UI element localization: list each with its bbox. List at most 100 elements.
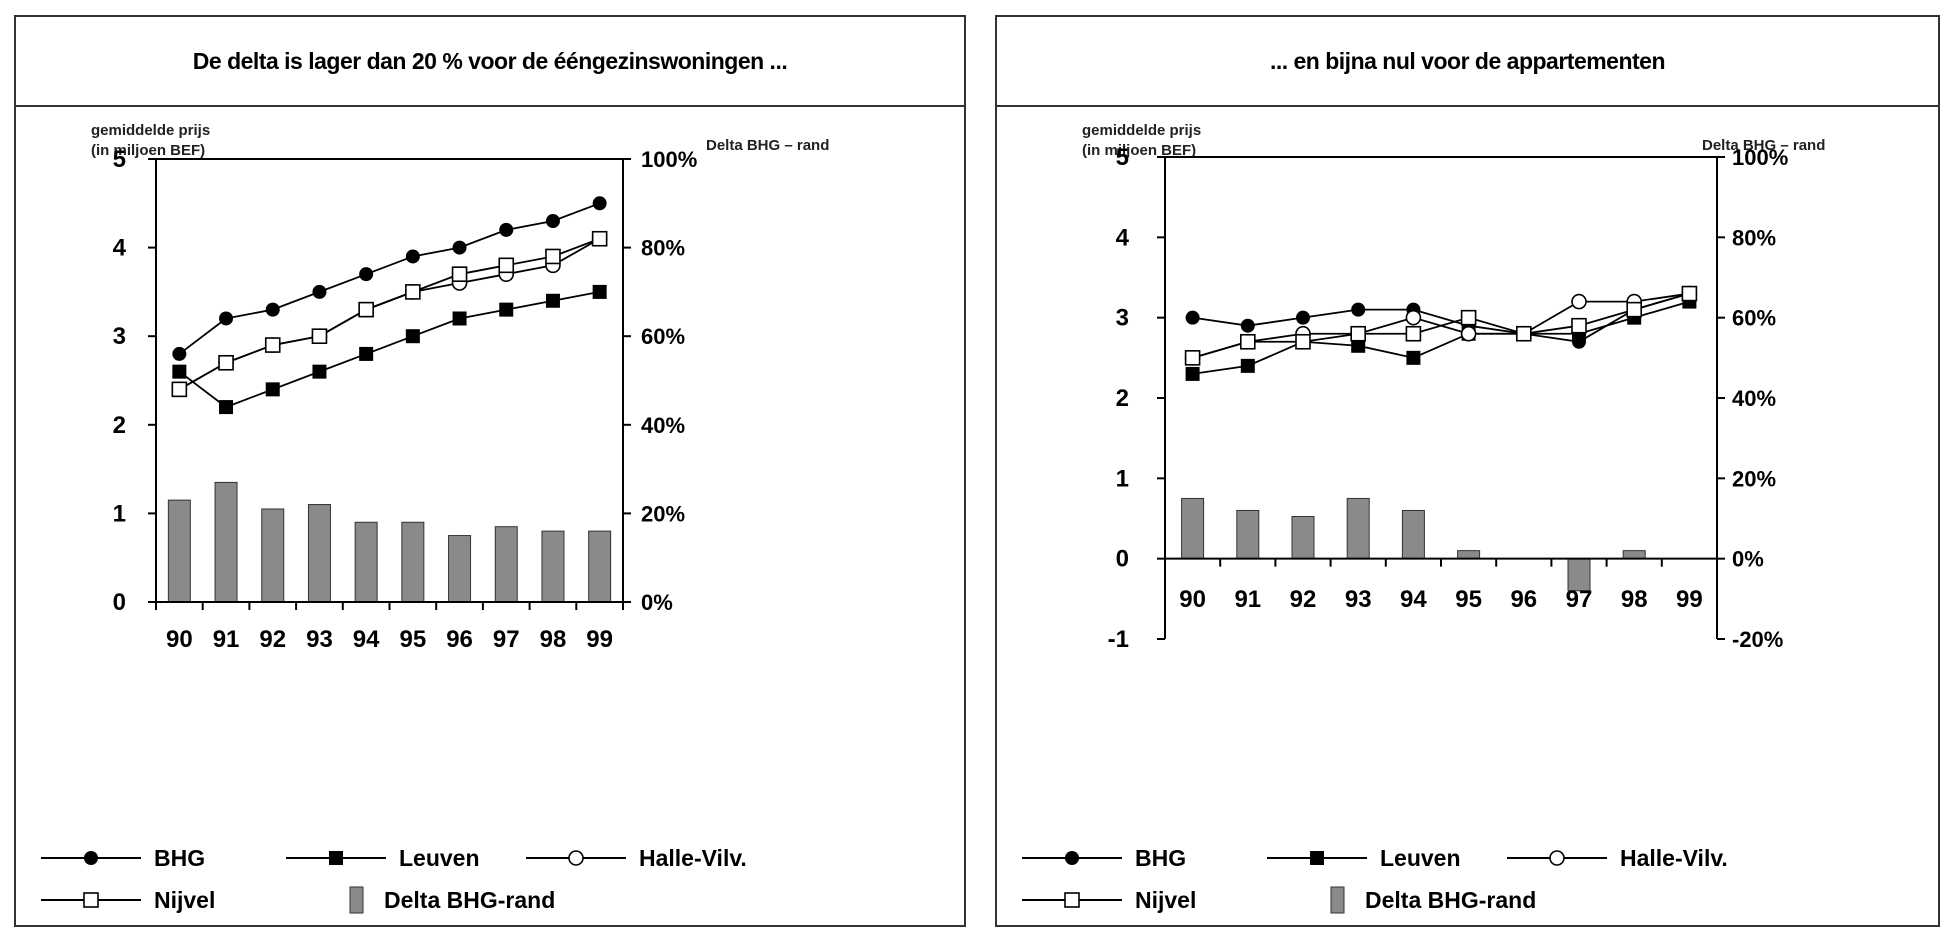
point-halle-vilv-95 (1460, 325, 1477, 342)
series-line-bhg (178, 202, 600, 355)
point-bhg-93 (1351, 302, 1366, 317)
legend-swatch-leuven (286, 851, 386, 865)
markers-nijvel (171, 230, 608, 398)
bar-delta-99 (588, 530, 612, 603)
point-bhg-90 (1185, 310, 1200, 325)
bar-delta-90 (167, 499, 191, 603)
y-tick-label: -1 (1108, 626, 1129, 653)
bar-delta-91 (1236, 509, 1260, 560)
legend-swatch-leuven (1267, 851, 1367, 865)
legend-label: Halle-Vilv. (639, 844, 747, 871)
point-nijvel-91 (218, 354, 234, 371)
y2-tick-label: 80% (1732, 225, 1776, 250)
point-leuven-93 (1351, 338, 1366, 353)
bar-delta-91 (214, 481, 238, 603)
legend-marker-leuven (1310, 851, 1324, 865)
y-axis-label: gemiddelde prijs (in miljoen BEF) (91, 122, 211, 159)
series-leuven (178, 291, 600, 409)
markers-halle-vilv (171, 230, 608, 398)
legend-item-leuven: Leuven (281, 843, 480, 873)
point-leuven-92 (265, 382, 280, 397)
series-nijvel (1192, 292, 1690, 359)
series-line-nijvel (178, 237, 600, 391)
legend-marker-bhg (1065, 851, 1079, 865)
legend-item-halle-vilv: Halle-Vilv. (1502, 843, 1728, 873)
x-tick-label-94: 94 (353, 626, 380, 653)
y2-tick-label: 0% (1732, 547, 1764, 572)
markers-nijvel (1184, 285, 1698, 366)
legend-item-nijvel: Nijvel (1017, 885, 1196, 915)
markers-leuven (1185, 294, 1697, 381)
point-leuven-91 (219, 400, 234, 415)
chart-legend: BHG Leuven Halle-Vilv. Nijvel Delta BHG-rand (16, 835, 964, 925)
point-bhg-98 (545, 214, 560, 229)
chart-legend: BHG Leuven Halle-Vilv. Nijvel Delta BHG-rand (997, 835, 1938, 925)
legend-item-bhg: BHG (1017, 843, 1186, 873)
y2-tick-label: -20% (1732, 627, 1783, 652)
point-leuven-90 (172, 364, 187, 379)
x-tick-label-96: 96 (446, 626, 473, 653)
legend-marker-nijvel (1064, 892, 1080, 908)
point-nijvel-97 (1571, 317, 1587, 334)
legend-swatch-bar (349, 886, 364, 914)
point-leuven-97 (499, 302, 514, 317)
legend-item-leuven: Leuven (1262, 843, 1461, 873)
point-bhg-92 (265, 302, 280, 317)
point-nijvel-90 (1184, 350, 1201, 366)
x-tick-label-97: 97 (493, 626, 520, 653)
x-tick-label-97: 97 (1566, 586, 1593, 613)
legend-label: BHG (1135, 844, 1187, 871)
x-tick-label-91: 91 (1234, 586, 1261, 613)
x-tick-label-90: 90 (1179, 586, 1206, 613)
point-nijvel-98 (545, 248, 561, 265)
point-bhg-94 (359, 267, 374, 282)
series-nijvel (178, 237, 600, 391)
legend-swatch-halle-vilv (526, 850, 626, 866)
point-nijvel-99 (1681, 285, 1698, 302)
y-tick-label: 4 (1116, 224, 1130, 251)
bar-delta-98 (1622, 550, 1646, 560)
legend-label: Halle-Vilv. (1620, 844, 1728, 871)
y-tick-label: 5 (113, 146, 126, 173)
bar-delta-93 (307, 504, 331, 603)
bar-delta-96 (448, 535, 472, 603)
bar-delta-94 (1401, 509, 1425, 560)
bars-delta-bhg-rand (1181, 497, 1646, 592)
y-tick-label: 5 (1116, 144, 1129, 171)
point-leuven-98 (545, 293, 560, 308)
legend-marker-nijvel (83, 892, 99, 908)
point-nijvel-90 (171, 381, 188, 398)
y-tick-label: 0 (113, 589, 126, 616)
bars-delta-bhg-rand (167, 481, 612, 603)
chart-title: De delta is lager dan 20 % voor de éénge… (16, 17, 964, 107)
chart-plot-single-family: 0 1 2 3 4 5 0% 20% 40% 60% 80% 100% 90 91 92 93 94 95 96 97… (113, 146, 698, 653)
y2-tick-label: 80% (641, 236, 685, 261)
y2-tick-label: 100% (641, 147, 697, 172)
y2-tick-label: 40% (1732, 386, 1776, 411)
series-line-halle-vilv (178, 237, 601, 391)
y-tick-label: 0 (1116, 546, 1129, 573)
series-line-leuven (1192, 300, 1690, 375)
bar-delta-93 (1346, 497, 1370, 560)
legend-item-halle-vilv: Halle-Vilv. (521, 843, 747, 873)
legend-label: Nijvel (154, 886, 216, 913)
point-halle-vilv-94 (1405, 309, 1422, 326)
point-bhg-96 (452, 240, 467, 255)
bar-delta-95 (401, 521, 425, 603)
x-tick-label-92: 92 (259, 626, 286, 653)
legend-item-delta-bhg-rand: Delta BHG-rand (1287, 885, 1536, 915)
point-bhg-97 (499, 222, 514, 237)
point-bhg-93 (312, 284, 327, 299)
point-halle-vilv-97 (1571, 293, 1587, 310)
point-nijvel-98 (1626, 301, 1643, 318)
y2-tick-label: 40% (641, 413, 685, 438)
point-nijvel-94 (1405, 325, 1422, 342)
point-nijvel-97 (498, 257, 515, 274)
point-leuven-90 (1185, 366, 1200, 381)
bar-delta-90 (1181, 497, 1205, 560)
point-nijvel-96 (1515, 325, 1532, 342)
legend-item-delta-bhg-rand: Delta BHG-rand (306, 885, 555, 915)
x-tick-label-93: 93 (1345, 586, 1372, 613)
x-tick-label-98: 98 (1621, 586, 1648, 613)
point-nijvel-91 (1240, 333, 1256, 350)
